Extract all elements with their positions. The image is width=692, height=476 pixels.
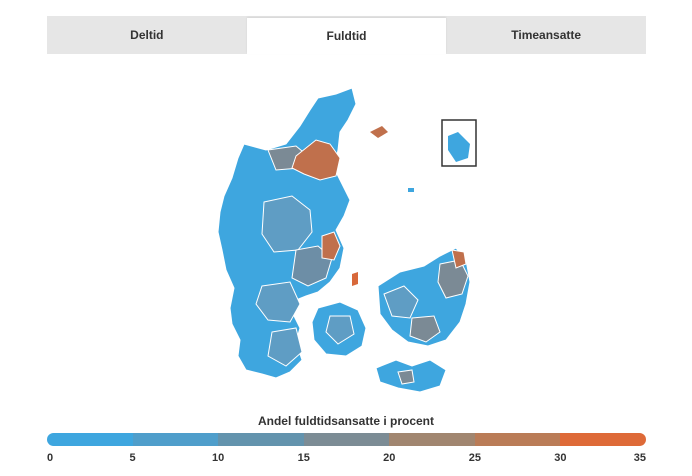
bornholm-island[interactable] bbox=[448, 132, 470, 162]
aarhus-region[interactable] bbox=[321, 231, 341, 261]
legend-segment bbox=[47, 433, 133, 446]
legend-tick-label: 0 bbox=[47, 452, 54, 464]
aalborg-region[interactable] bbox=[291, 139, 341, 181]
legend-title: Andel fuldtidsansatte i procent bbox=[257, 414, 434, 428]
samso-island[interactable] bbox=[352, 272, 358, 286]
jutland-south-mid[interactable] bbox=[255, 281, 301, 323]
legend-segment bbox=[474, 433, 561, 446]
tab-timeansatte[interactable]: Timeansatte bbox=[511, 28, 582, 42]
legend-tick-label: 30 bbox=[554, 452, 567, 464]
bornholm-inset-frame bbox=[441, 119, 477, 167]
tab-deltid[interactable]: Deltid bbox=[130, 28, 164, 42]
legend-segment bbox=[303, 433, 390, 446]
legend-tick-label: 5 bbox=[129, 452, 136, 464]
anholt-island[interactable] bbox=[408, 188, 414, 192]
north-zealand[interactable] bbox=[451, 249, 467, 269]
legend-tick-label: 25 bbox=[468, 452, 481, 464]
jutland-west-mid[interactable] bbox=[261, 195, 313, 253]
legend-ticks: 0 5 10 15 20 25 30 35 bbox=[47, 452, 646, 466]
jutland-southeast[interactable] bbox=[267, 327, 303, 367]
legend-tick-label: 35 bbox=[633, 452, 646, 464]
legend-segment bbox=[132, 433, 219, 446]
legend-color-scale bbox=[47, 433, 646, 446]
legend-segment bbox=[560, 433, 646, 446]
lolland-gray[interactable] bbox=[397, 369, 415, 385]
legend-tick-label: 15 bbox=[297, 452, 310, 464]
laeso-island[interactable] bbox=[370, 126, 388, 138]
funen-center[interactable] bbox=[325, 315, 355, 345]
zealand-gray[interactable] bbox=[409, 315, 441, 343]
denmark-municipality-map bbox=[217, 87, 477, 393]
legend-tick-label: 20 bbox=[383, 452, 396, 464]
legend-tick-label: 10 bbox=[212, 452, 225, 464]
legend-segment bbox=[389, 433, 475, 446]
zealand-west[interactable] bbox=[383, 285, 419, 319]
legend-segment bbox=[218, 433, 304, 446]
tab-bar: Deltid Fuldtid Timeansatte bbox=[47, 16, 646, 54]
tab-fuldtid[interactable]: Fuldtid bbox=[246, 18, 447, 54]
